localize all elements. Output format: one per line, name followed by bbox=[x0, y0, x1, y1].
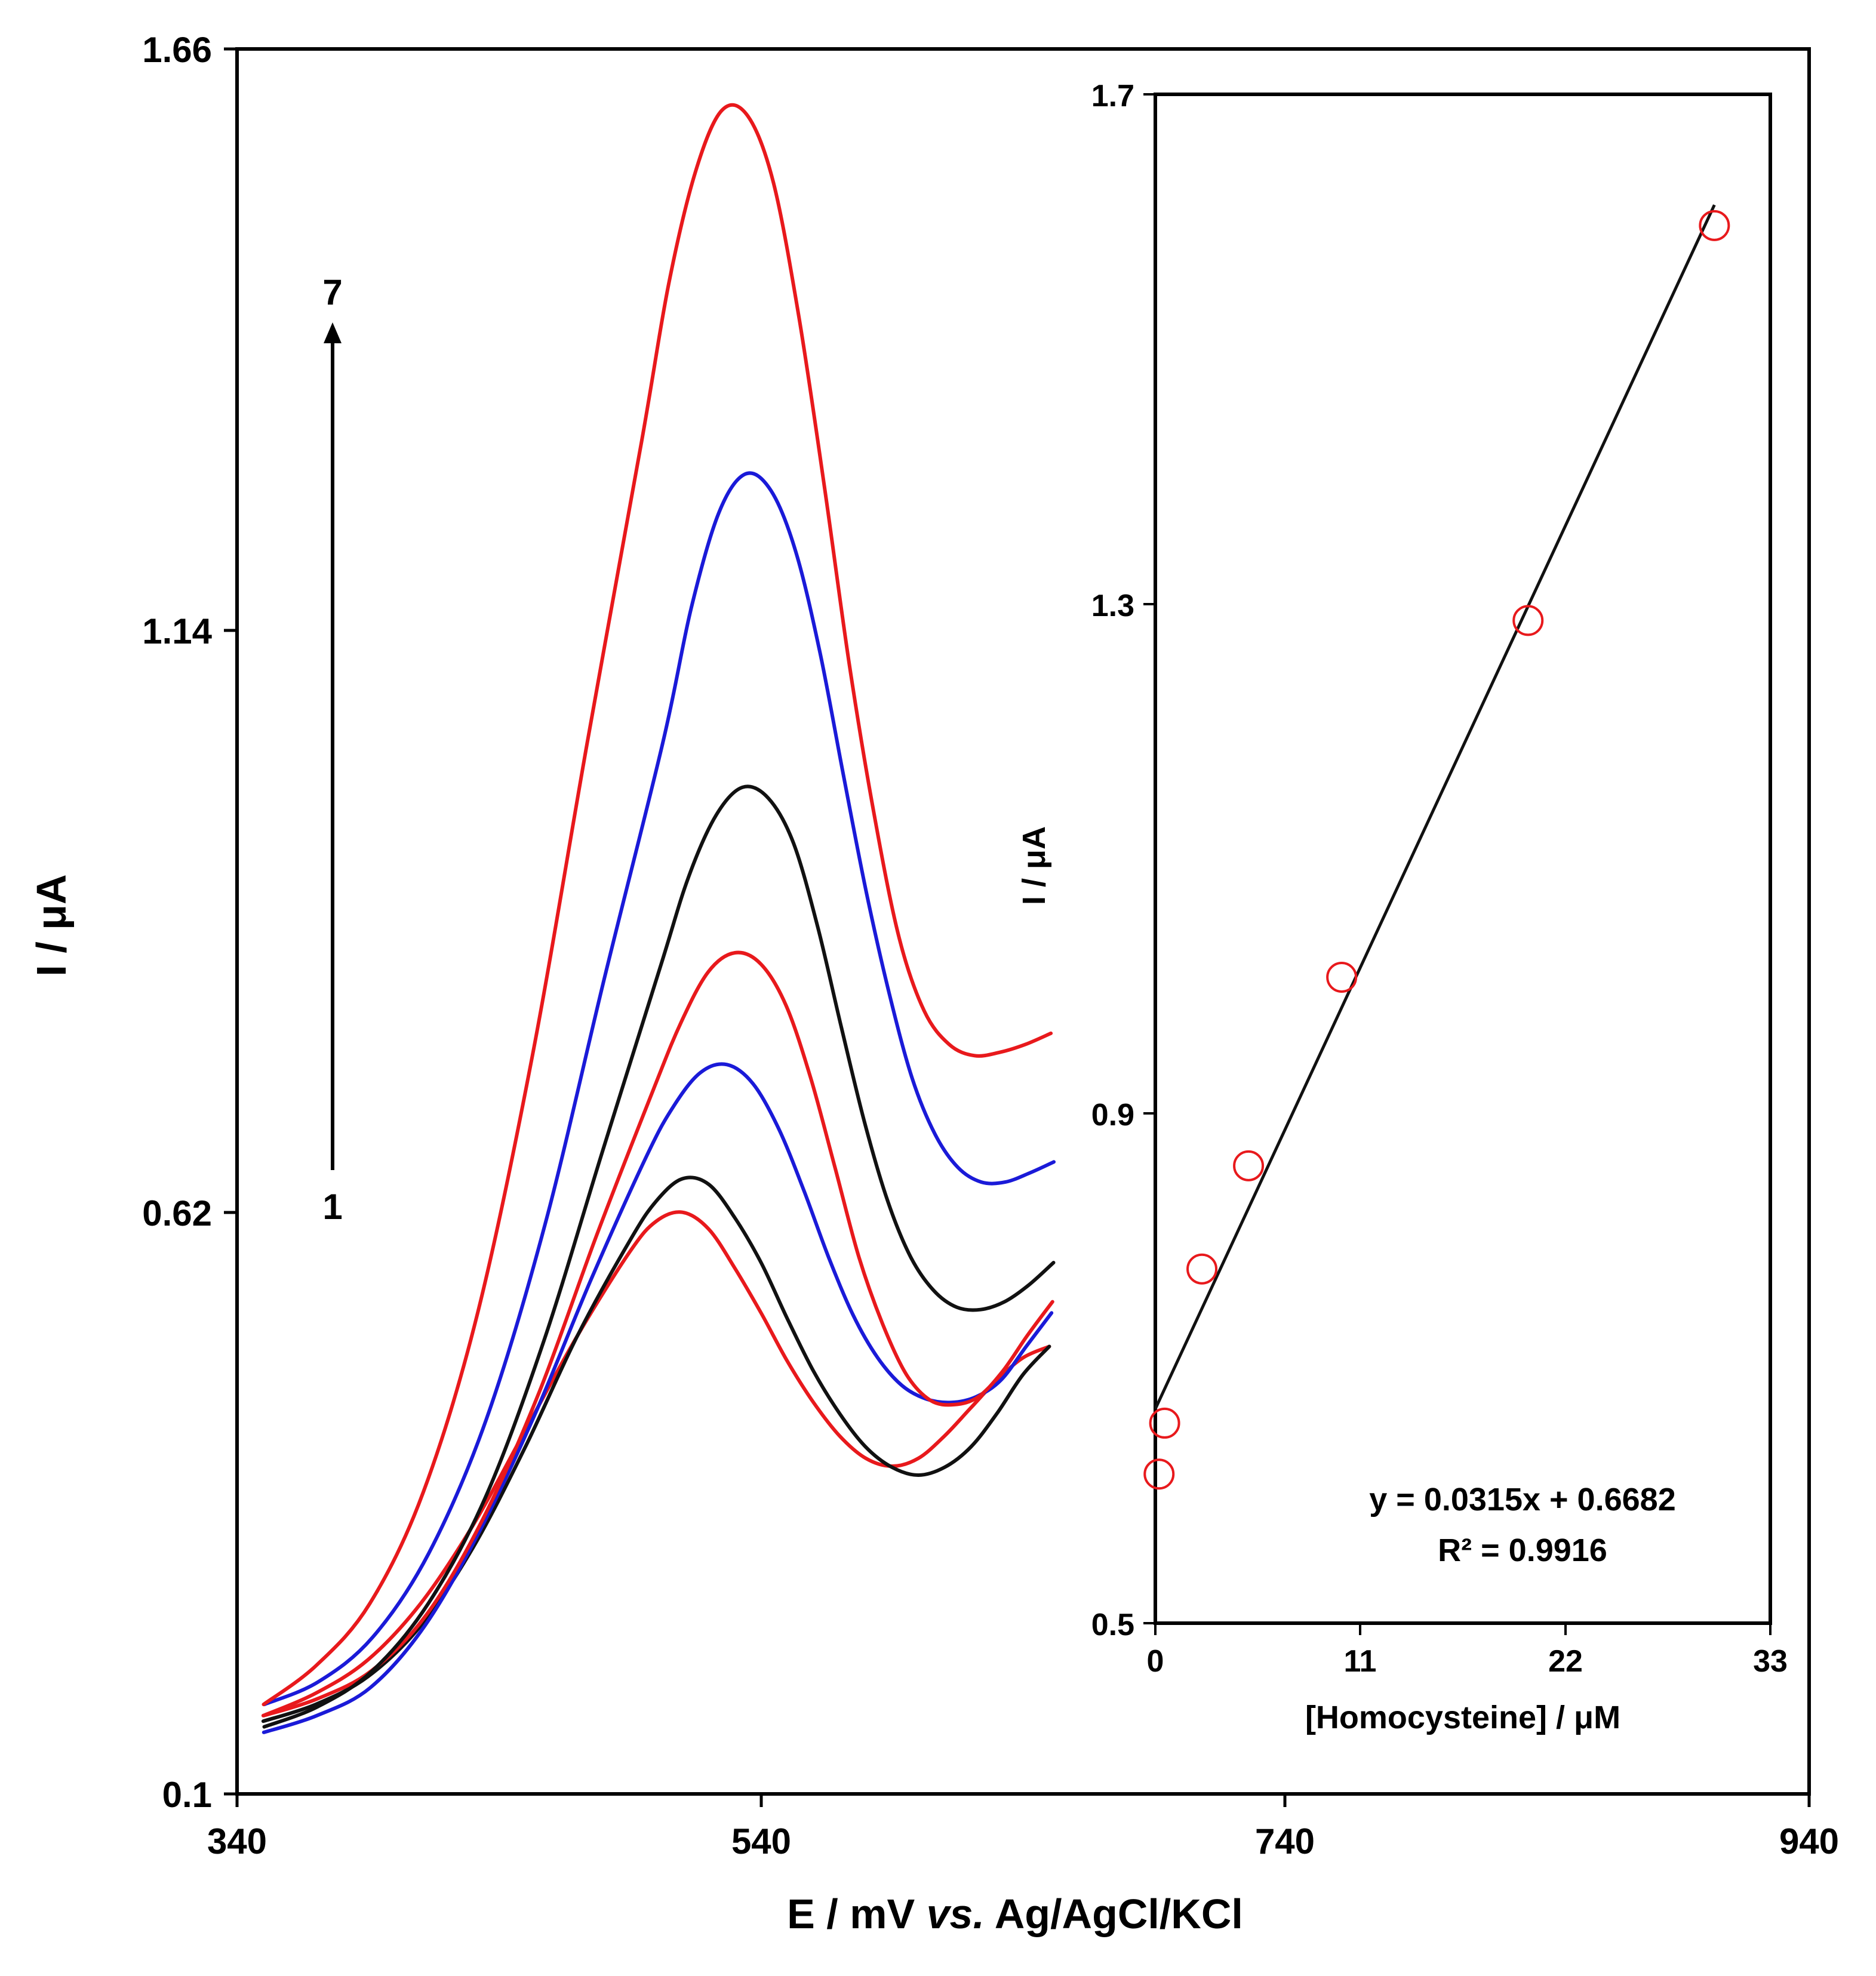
main-x-tick-label: 340 bbox=[207, 1821, 267, 1861]
inset-x-tick-label: 0 bbox=[1147, 1644, 1164, 1679]
main-y-axis-title: I / μA bbox=[28, 874, 75, 976]
series-line bbox=[262, 471, 1056, 1707]
main-x-tick-label: 740 bbox=[1255, 1821, 1315, 1861]
arrow-end-label: 7 bbox=[322, 272, 342, 312]
inset-y-tick-label: 0.5 bbox=[1091, 1608, 1134, 1642]
r-squared: R² = 0.9916 bbox=[1438, 1532, 1607, 1568]
data-point bbox=[1186, 1253, 1218, 1285]
data-point bbox=[1233, 1150, 1265, 1181]
series-line bbox=[261, 1210, 1051, 1718]
main-x-tick-label: 940 bbox=[1779, 1821, 1839, 1861]
inset-y-axis-title: I / μA bbox=[1016, 826, 1052, 905]
data-point bbox=[1512, 605, 1544, 636]
main-y-tick-label: 1.66 bbox=[142, 30, 212, 70]
inset-y-tick-label: 1.3 bbox=[1091, 589, 1134, 623]
series-line bbox=[262, 784, 1056, 1729]
inset-x-tick-label: 33 bbox=[1753, 1644, 1788, 1679]
inset-chart: 1.7 1.3 0.9 0.5 0 11 22 33 [Homocysteine… bbox=[1016, 79, 1788, 1735]
inset-x-tick-label: 11 bbox=[1344, 1644, 1377, 1679]
series-line bbox=[262, 103, 1053, 1707]
data-point bbox=[1143, 1458, 1175, 1490]
arrow-annotation: 7 1 bbox=[322, 272, 342, 1227]
main-chart: 1.66 1.14 0.62 0.1 340 540 740 940 E / m… bbox=[28, 30, 1839, 1937]
fit-line bbox=[1154, 204, 1716, 1410]
inset-y-tick-label: 0.9 bbox=[1091, 1098, 1134, 1132]
data-point bbox=[1699, 210, 1730, 241]
main-y-tick-label: 1.14 bbox=[142, 611, 212, 651]
series-group bbox=[261, 103, 1056, 1734]
regression-equation: y = 0.0315x + 0.6682 bbox=[1369, 1482, 1675, 1518]
data-point bbox=[1326, 961, 1358, 993]
data-point bbox=[1149, 1407, 1180, 1439]
series-line bbox=[262, 950, 1054, 1718]
main-plot-frame bbox=[235, 47, 1811, 1796]
main-y-tick-label: 0.62 bbox=[142, 1193, 212, 1233]
arrow-head bbox=[324, 322, 342, 343]
arrow-start-label: 1 bbox=[322, 1187, 342, 1227]
inset-y-tick-label: 1.7 bbox=[1091, 79, 1134, 113]
inset-points bbox=[1143, 210, 1730, 1490]
inset-x-tick-label: 22 bbox=[1548, 1644, 1583, 1679]
inset-x-axis-title: [Homocysteine] / μM bbox=[1305, 1700, 1620, 1735]
inset-plot-frame bbox=[1154, 93, 1772, 1625]
main-x-tick-label: 540 bbox=[731, 1821, 791, 1861]
main-x-axis-title: E / mV vs. Ag/AgCl/KCl bbox=[787, 1891, 1243, 1937]
series-line bbox=[262, 1062, 1054, 1734]
main-y-tick-label: 0.1 bbox=[162, 1775, 212, 1815]
